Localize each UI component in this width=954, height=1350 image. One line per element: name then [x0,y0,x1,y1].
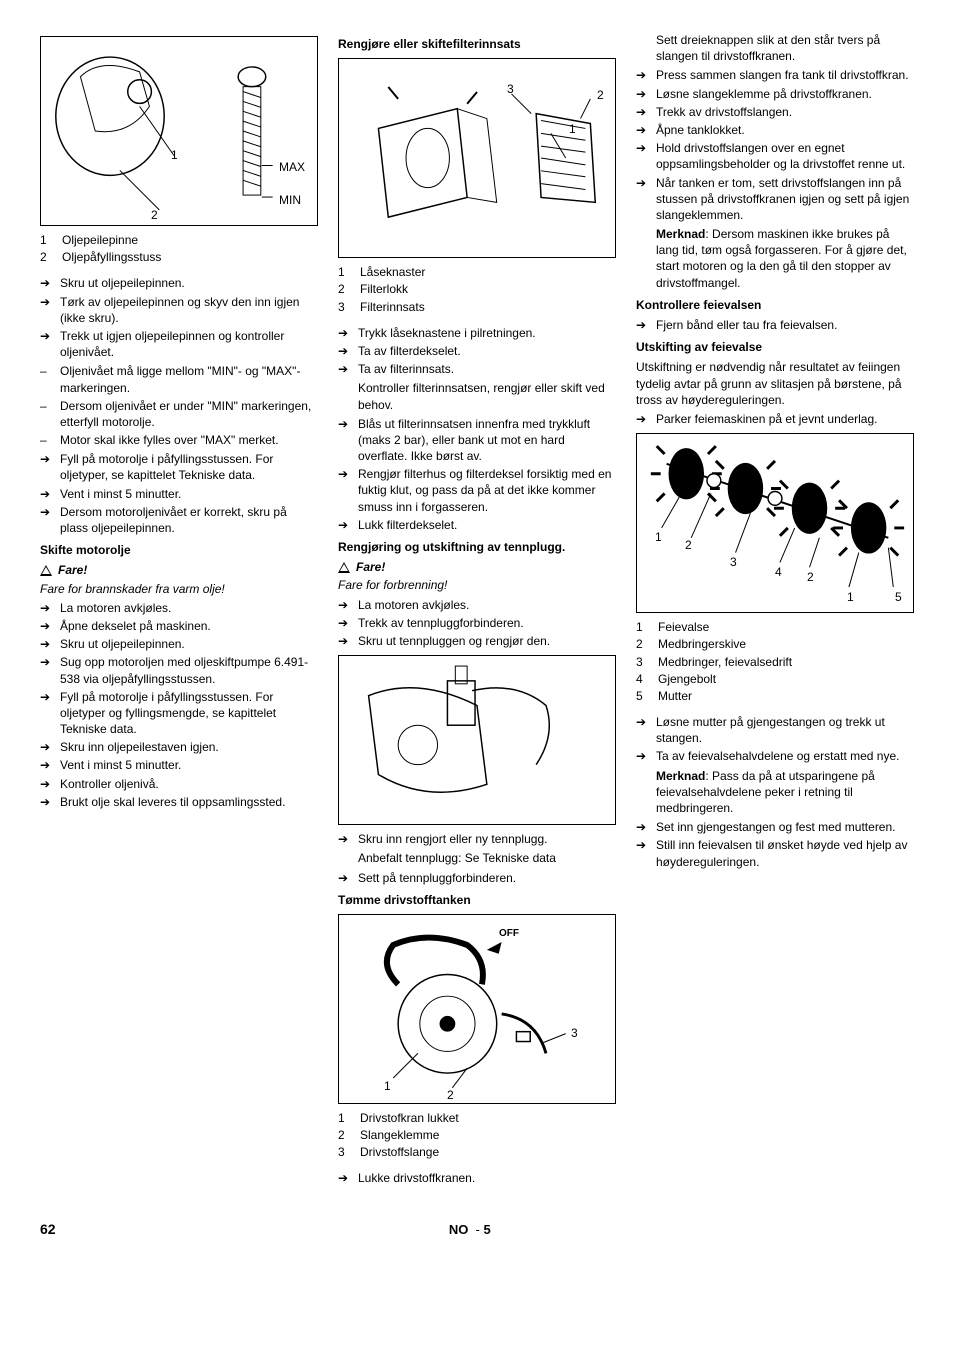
legend-1: 1Oljepeilepinne 2Oljepåfyllingsstuss [40,232,318,265]
steps-3: La motoren avkjøles. Åpne dekselet på ma… [40,600,318,810]
page-number: 62 [40,1220,56,1239]
fig2-label-1: 1 [569,121,576,137]
figure-sparkplug [338,655,616,825]
fig5-l1: 1 [655,529,662,545]
page-footer: 62 NO - 5 [40,1220,914,1239]
steps-7-sub: Anbefalt tennplugg: Se Tekniske data [338,850,616,866]
fig2-label-2: 2 [597,87,604,103]
steps-13: Set inn gjengestangen og fest med mutter… [636,819,914,870]
heading-tennplugg: Rengjøring og utskiftning av tennplugg. [338,539,616,555]
steps-7b: Sett på tennpluggforbinderen. [338,870,616,886]
heading-utskifting-feievalse: Utskifting av feievalse [636,339,914,355]
fig1-label-min: MIN [279,192,301,208]
merknad-1: Merknad: Dersom maskinen ikke brukes på … [636,226,914,291]
fig4-label-2: 2 [447,1087,454,1103]
fare-label: Fare! [58,562,87,578]
figure-feievalse: 1 2 3 4 2 1 5 [636,433,914,613]
fig5-b1: 1 [847,589,854,605]
fare-text-2: Fare for forbrenning! [338,578,447,592]
steps-12: Løsne mutter på gjengestangen og trekk u… [636,714,914,765]
steps-5: Blås ut filterinnsatsen innenfra med try… [338,416,616,533]
utskift-text: Utskiftning er nødvendig når resultatet … [636,359,914,408]
column-3: Sett dreieknappen slik at den står tvers… [636,30,914,1190]
steps-4: Trykk låseknastene i pilretningen. Ta av… [338,325,616,378]
fare-label-2: Fare! [356,559,385,575]
fig5-b5: 5 [895,589,902,605]
legend-2: 1Låseknaster 2Filterlokk 3Filterinnsats [338,264,616,315]
merknad-2: Merknad: Pass da på at utsparingene på f… [636,768,914,817]
figure-fuel-tank: OFF 1 2 3 [338,914,616,1104]
steps-1: Skru ut oljepeilepinnen. Tørk av oljepei… [40,275,318,360]
warning-row-1: Fare! [40,562,318,578]
fig5-l4: 4 [775,564,782,580]
figure-filter: 3 2 1 [338,58,616,258]
fig4-label-3: 3 [571,1025,578,1041]
warning-row-2: Fare! [338,559,616,575]
steps-6: La motoren avkjøles. Trekk av tennpluggf… [338,597,616,650]
fig1-label-1: 1 [171,147,178,163]
legend-5: 1Feievalse 2Medbringerskive 3Medbringer,… [636,619,914,704]
fig1-label-2: 2 [151,207,158,223]
steps-11: Parker feiemaskinen på et jevnt underlag… [636,411,914,427]
steps-2: Fyll på motorolje i påfyllingsstussen. F… [40,451,318,536]
steps-10: Fjern bånd eller tau fra feievalsen. [636,317,914,333]
fig1-label-max: MAX [279,159,305,175]
fig2-label-3: 3 [507,81,514,97]
figure-oil-dipstick: 1 2 MAX MIN [40,36,318,226]
footer-lang: NO - 5 [449,1221,491,1239]
column-1: 1 2 MAX MIN 1Oljepeilepinne 2Oljepåfylli… [40,30,318,1190]
warning-icon [40,565,52,576]
fig4-label-off: OFF [499,927,519,941]
fare-text-1: Fare for brannskader fra varm olje! [40,582,225,596]
fig5-l2: 2 [685,537,692,553]
heading-tomme-drivstoff: Tømme drivstofftanken [338,892,616,908]
intro-text: Sett dreieknappen slik at den står tvers… [636,32,914,64]
steps-8: Lukke drivstoffkranen. [338,1170,616,1186]
column-2: Rengjøre eller skiftefilterinnsats 3 2 1… [338,30,616,1190]
steps-9: Press sammen slangen fra tank til drivst… [636,67,914,223]
fig5-l3: 3 [730,554,737,570]
heading-skifte-motorolje: Skifte motorolje [40,542,318,558]
heading-kontrollere-feievalsen: Kontrollere feievalsen [636,297,914,313]
heading-rengjore-filter: Rengjøre eller skiftefilterinnsats [338,36,616,52]
steps-7: Skru inn rengjort eller ny tennplugg. [338,831,616,847]
legend-4: 1Drivstofkran lukket 2Slangeklemme 3Driv… [338,1110,616,1161]
columns-container: 1 2 MAX MIN 1Oljepeilepinne 2Oljepåfylli… [40,30,914,1190]
sub-text-4: Kontroller filterinnsatsen, rengjør elle… [338,380,616,412]
dashes-1: Oljenivået må ligge mellom "MIN"- og "MA… [40,363,318,448]
fig5-b2: 2 [807,569,814,585]
fig4-label-1: 1 [384,1078,391,1094]
warning-icon [338,562,350,573]
